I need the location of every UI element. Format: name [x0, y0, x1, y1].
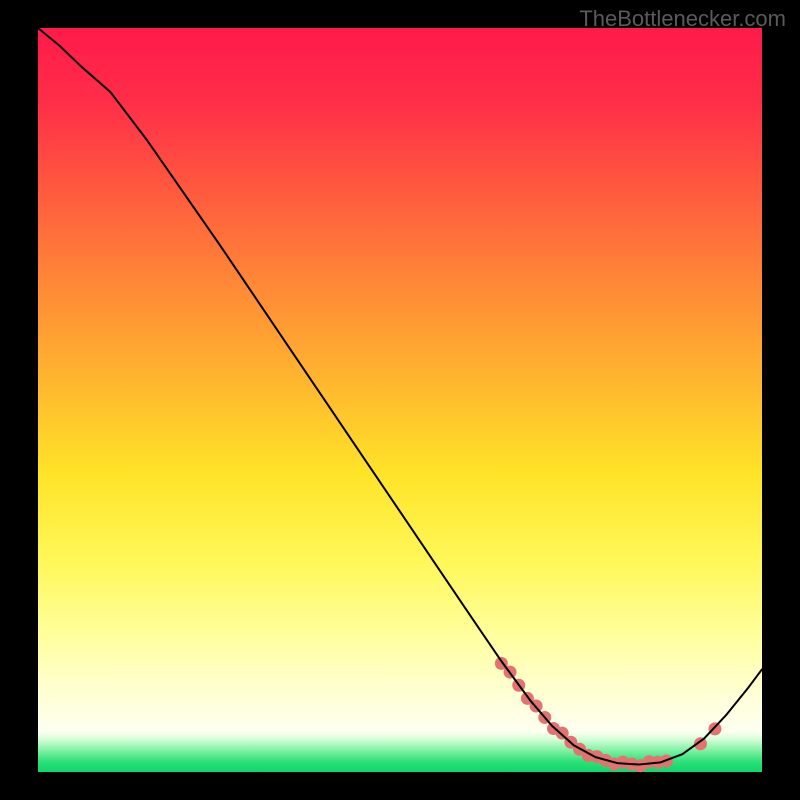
- watermark-text: TheBottlenecker.com: [579, 6, 786, 32]
- bottleneck-curve: [38, 28, 762, 765]
- chart-container: TheBottlenecker.com: [0, 0, 800, 800]
- markers-group: [495, 657, 722, 772]
- plot-area: [38, 28, 762, 772]
- data-marker: [708, 722, 721, 735]
- curve-layer: [38, 28, 762, 772]
